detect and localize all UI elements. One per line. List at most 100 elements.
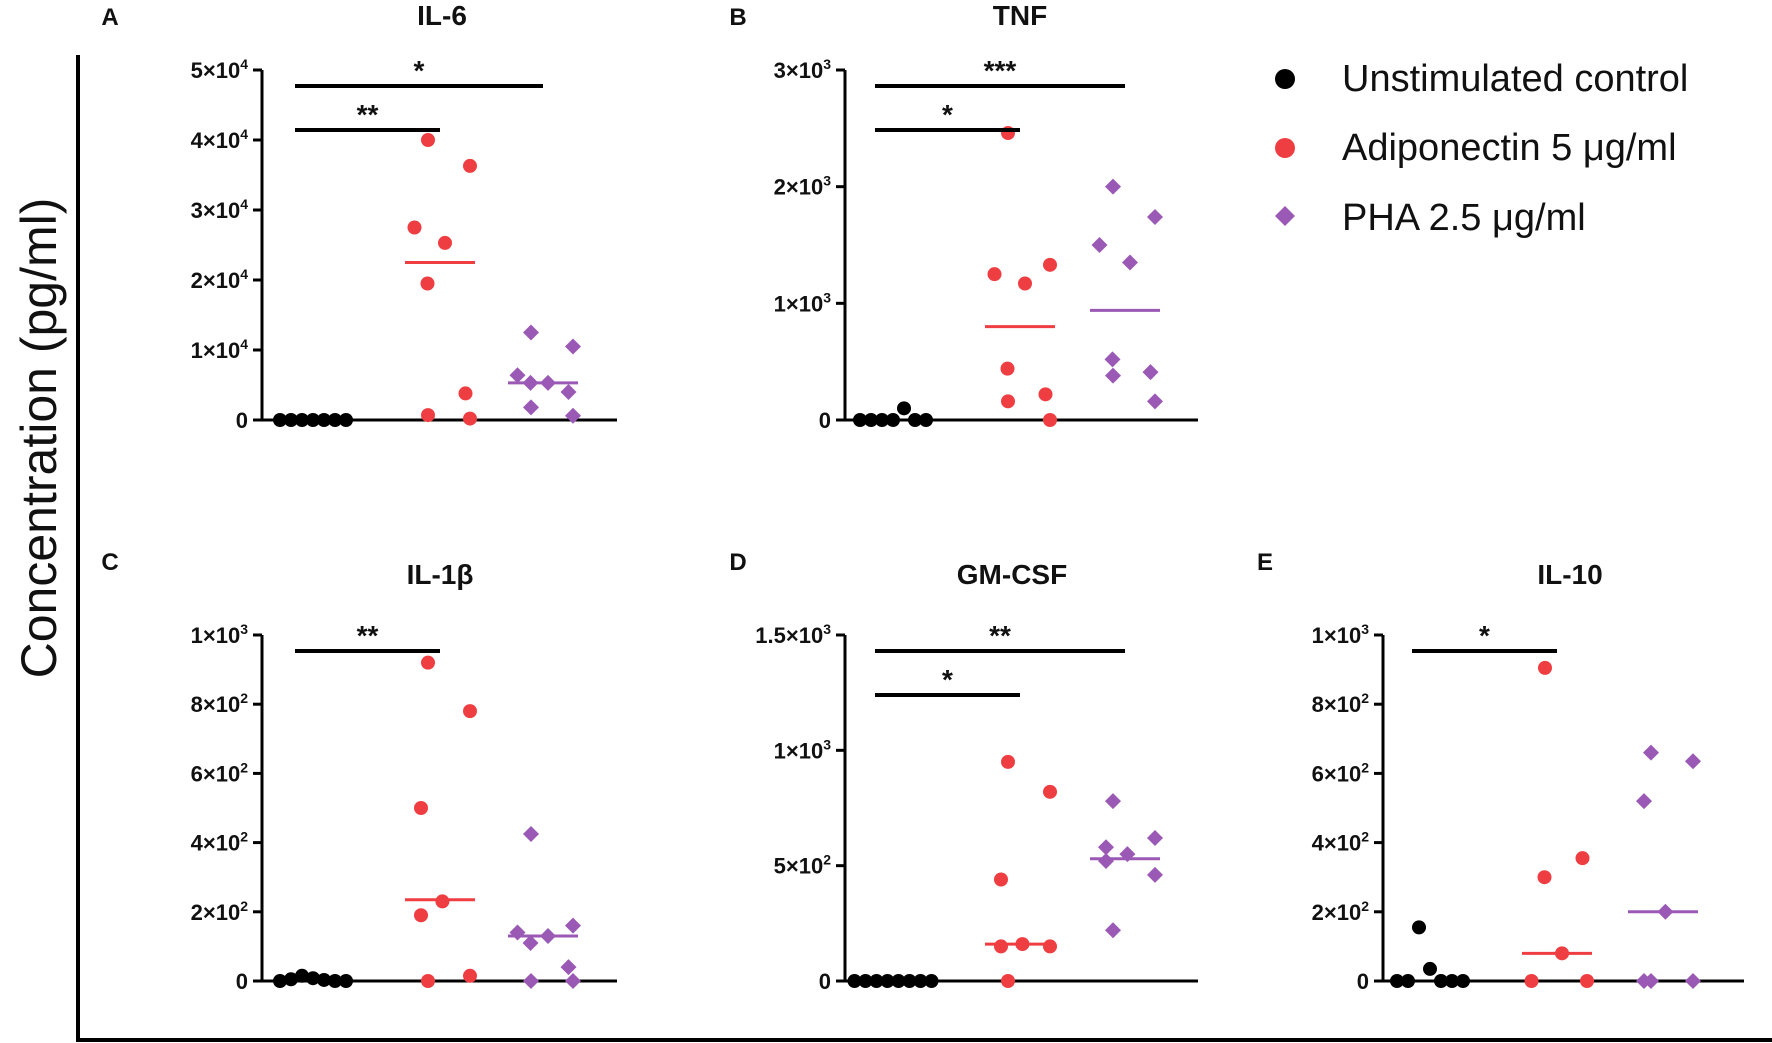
y-tick-label: 5×104 [191, 56, 249, 83]
data-point [1147, 393, 1163, 410]
data-point [1000, 361, 1015, 376]
data-point [523, 825, 539, 842]
panel-title: IL-6 [417, 0, 467, 31]
y-tick-label: 3×104 [191, 196, 249, 223]
data-point [420, 276, 435, 291]
y-tick-label: 3×103 [774, 56, 832, 83]
y-tick-label: 8×102 [1312, 690, 1370, 717]
y-tick-label: 6×102 [1312, 759, 1370, 786]
data-point [1685, 753, 1701, 770]
data-point [414, 801, 428, 815]
data-point [421, 408, 435, 423]
data-point [1142, 364, 1159, 381]
data-point [1091, 237, 1108, 253]
significance-label: * [942, 99, 953, 130]
data-point [1105, 178, 1121, 195]
significance-label: *** [984, 55, 1017, 86]
significance-label: * [414, 55, 425, 86]
data-point [1018, 276, 1032, 291]
data-point [306, 971, 320, 986]
data-point [1147, 829, 1163, 846]
data-point [875, 413, 889, 427]
significance-label: * [1479, 620, 1490, 651]
data-point [509, 924, 526, 941]
data-point [421, 655, 435, 670]
data-point [853, 413, 867, 427]
data-point [458, 386, 473, 401]
data-point [1537, 870, 1552, 885]
data-point [1643, 744, 1659, 761]
data-point [463, 704, 477, 719]
data-point [560, 384, 577, 400]
data-point [284, 413, 298, 427]
data-point [1098, 839, 1114, 856]
y-tick-label: 1×103 [191, 621, 249, 648]
y-tick-label: 4×102 [191, 829, 249, 856]
y-tick-label: 1×103 [1312, 621, 1370, 648]
y-tick-label: 8×102 [191, 690, 249, 717]
y-tick-label: 2×104 [191, 266, 249, 293]
y-tick-label: 1×104 [191, 336, 249, 363]
data-point [1104, 351, 1121, 368]
data-point [1043, 784, 1057, 799]
data-point [847, 974, 862, 988]
data-point [1001, 394, 1015, 409]
panel-letter: A [101, 4, 118, 31]
data-point [1685, 973, 1701, 989]
legend: Unstimulated control Adiponectin 5 μg/ml… [1275, 58, 1688, 239]
data-point [1043, 257, 1057, 272]
data-point [339, 413, 353, 427]
data-point [869, 974, 884, 988]
panel-letter: E [1257, 549, 1273, 576]
y-tick-label: 2×102 [1312, 898, 1370, 925]
data-point [560, 959, 577, 976]
data-point [295, 968, 309, 983]
data-point [328, 413, 342, 427]
data-point [1105, 922, 1121, 939]
data-point [295, 413, 309, 427]
data-point [438, 235, 452, 250]
data-point [919, 413, 933, 427]
data-point [1390, 974, 1404, 988]
panel-e: E IL-10 0 2×102 4×102 6×102 8×102 1×103 * [1257, 549, 1744, 994]
y-tick-label: 2×102 [191, 898, 249, 925]
data-point [908, 413, 922, 427]
y-tick-label: 0 [819, 969, 831, 994]
legend-marker-pha [1275, 206, 1295, 226]
data-point [924, 974, 939, 988]
data-point [987, 267, 1002, 282]
data-point [463, 158, 477, 173]
y-tick-label: 1.5×103 [755, 621, 831, 648]
panel-title: IL-1β [407, 559, 474, 590]
panel-c: C IL-1β 0 2×102 4×102 6×102 8×102 1×103 ** [101, 549, 617, 994]
data-point [509, 367, 526, 384]
data-point [1445, 974, 1459, 988]
panel-title: GM-CSF [957, 559, 1067, 590]
y-tick-label: 1×103 [774, 289, 832, 316]
data-point [1538, 660, 1552, 675]
data-point [284, 972, 298, 987]
data-point [994, 939, 1008, 954]
data-point [886, 413, 900, 427]
data-point [897, 401, 911, 416]
data-point [1001, 974, 1015, 988]
data-point [565, 407, 581, 424]
data-point [317, 972, 331, 987]
y-tick-label: 0 [819, 408, 831, 433]
data-point [1401, 974, 1415, 988]
panel-title: TNF [993, 0, 1047, 31]
data-point [1456, 974, 1470, 988]
data-point [565, 973, 581, 989]
data-point [317, 413, 331, 427]
figure-frame [76, 55, 1772, 1042]
legend-label-adiponectin: Adiponectin 5 μg/ml [1342, 127, 1677, 169]
panel-letter: D [729, 549, 746, 576]
data-point [273, 413, 287, 427]
data-point [421, 133, 435, 147]
data-point [1575, 851, 1590, 866]
y-tick-label: 0 [236, 408, 248, 433]
y-tick-label: 0 [236, 969, 248, 994]
y-tick-label: 4×104 [191, 126, 249, 153]
data-point [1636, 793, 1652, 810]
